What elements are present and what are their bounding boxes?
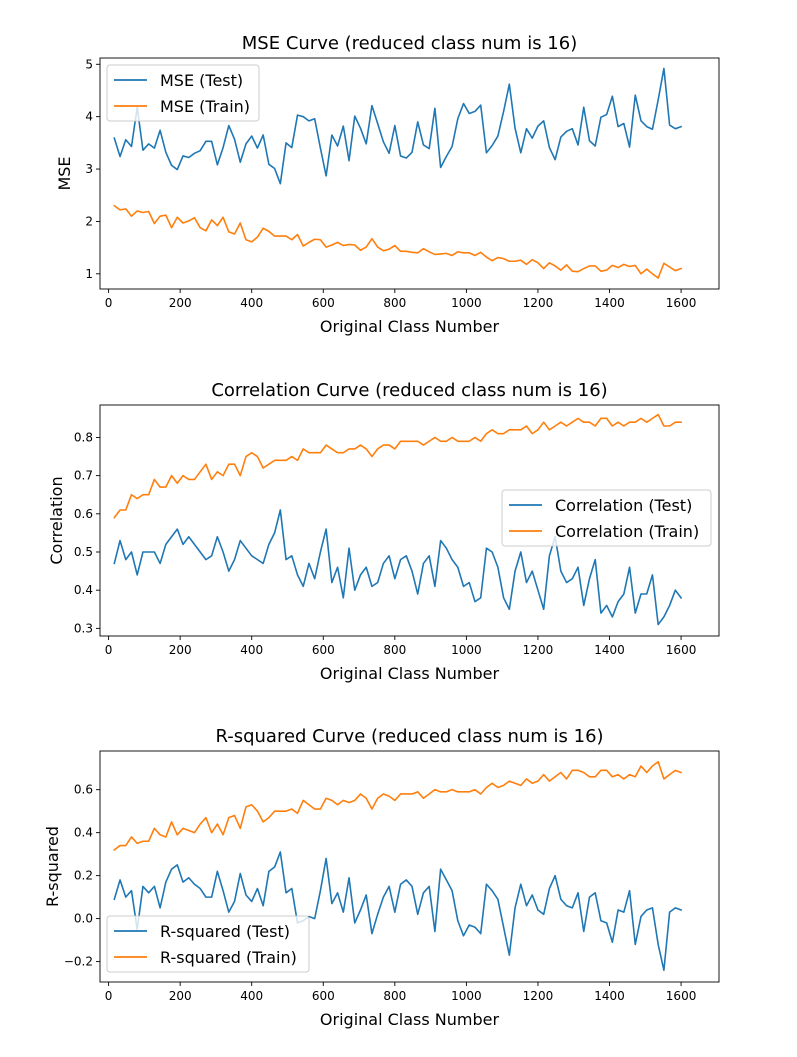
chart-title: MSE Curve (reduced class num is 16) [242,33,577,54]
axes-frame [99,404,720,637]
legend: Correlation (Test) Correlation (Train) [501,489,712,547]
legend-label: Correlation (Test) [555,496,692,515]
axes-frame [99,57,720,290]
x-tick-label: 1200 [523,296,554,310]
axes-frame [99,750,720,983]
x-tick-label: 0 [105,296,113,310]
series-line-2 [113,760,683,851]
x-tick-label: 400 [240,296,263,310]
x-tick-label: 200 [169,643,192,657]
y-axis-label: R-squared [43,826,62,907]
x-tick-label: 1200 [523,643,554,657]
x-tick-label: 1000 [451,643,482,657]
x-tick-label: 0 [105,643,113,657]
y-axis-label: Correlation [47,476,66,564]
x-tick-label: 600 [312,989,335,1003]
series-line-1 [113,851,683,971]
series-line-1 [113,509,683,626]
legend-label: R-squared (Test) [160,922,290,941]
y-tick-label: 0.6 [74,783,93,797]
legend-box [106,64,260,122]
legend-label: R-squared (Train) [160,948,297,967]
x-tick-label: 600 [312,643,335,657]
legend: MSE (Test) MSE (Train) [106,64,260,122]
legend-label: MSE (Train) [160,97,250,116]
x-tick-label: 400 [240,989,263,1003]
chart-panel-2: Correlation Curve (reduced class num is … [47,380,720,683]
y-tick-label: 0.6 [74,507,93,521]
y-tick-label: 0.4 [74,583,93,597]
x-tick-label: 1200 [523,989,554,1003]
x-tick-label: 200 [169,989,192,1003]
x-tick-label: 1400 [594,643,625,657]
x-tick-label: 1600 [666,643,697,657]
x-tick-label: 800 [383,643,406,657]
x-axis-label: Original Class Number [320,317,500,336]
x-tick-label: 1600 [666,296,697,310]
y-tick-label: 0.7 [74,469,93,483]
x-tick-label: 1400 [594,296,625,310]
legend: R-squared (Test) R-squared (Train) [106,915,310,973]
chart-panel-3: R-squared Curve (reduced class num is 16… [43,726,720,1029]
x-tick-label: 600 [312,296,335,310]
series-line-1 [113,67,683,185]
y-tick-label: 0.5 [74,545,93,559]
x-tick-label: 800 [383,296,406,310]
x-tick-label: 1000 [451,989,482,1003]
chart-panel-1: MSE Curve (reduced class num is 16) 0 200 4… [55,33,720,336]
legend-box [501,489,712,547]
legend-label: MSE (Test) [160,71,243,90]
y-tick-label: 5 [85,57,93,71]
x-tick-label: 1600 [666,989,697,1003]
x-tick-label: 800 [383,989,406,1003]
y-axis-label: MSE [55,156,74,190]
y-tick-label: 3 [85,162,93,176]
y-tick-label: 0.2 [74,869,93,883]
y-tick-label: 0.3 [74,621,93,635]
chart-title: R-squared Curve (reduced class num is 16… [215,726,603,747]
x-tick-label: 1400 [594,989,625,1003]
y-tick-label: −0.2 [64,955,93,969]
y-tick-label: 0.8 [74,430,93,444]
x-tick-label: 200 [169,296,192,310]
y-tick-label: 2 [85,214,93,228]
legend-box [106,915,310,973]
y-tick-label: 1 [85,267,93,281]
y-tick-label: 0.4 [74,826,93,840]
x-tick-label: 0 [105,989,113,1003]
x-tick-label: 1000 [451,296,482,310]
x-axis-label: Original Class Number [320,664,500,683]
x-axis-label: Original Class Number [320,1010,500,1029]
legend-label: Correlation (Train) [555,522,699,541]
y-tick-label: 4 [85,110,93,124]
y-tick-label: 0.0 [74,912,93,926]
x-tick-label: 400 [240,643,263,657]
series-line-2 [113,204,683,279]
chart-title: Correlation Curve (reduced class num is … [211,380,607,401]
series-line-2 [113,413,682,519]
